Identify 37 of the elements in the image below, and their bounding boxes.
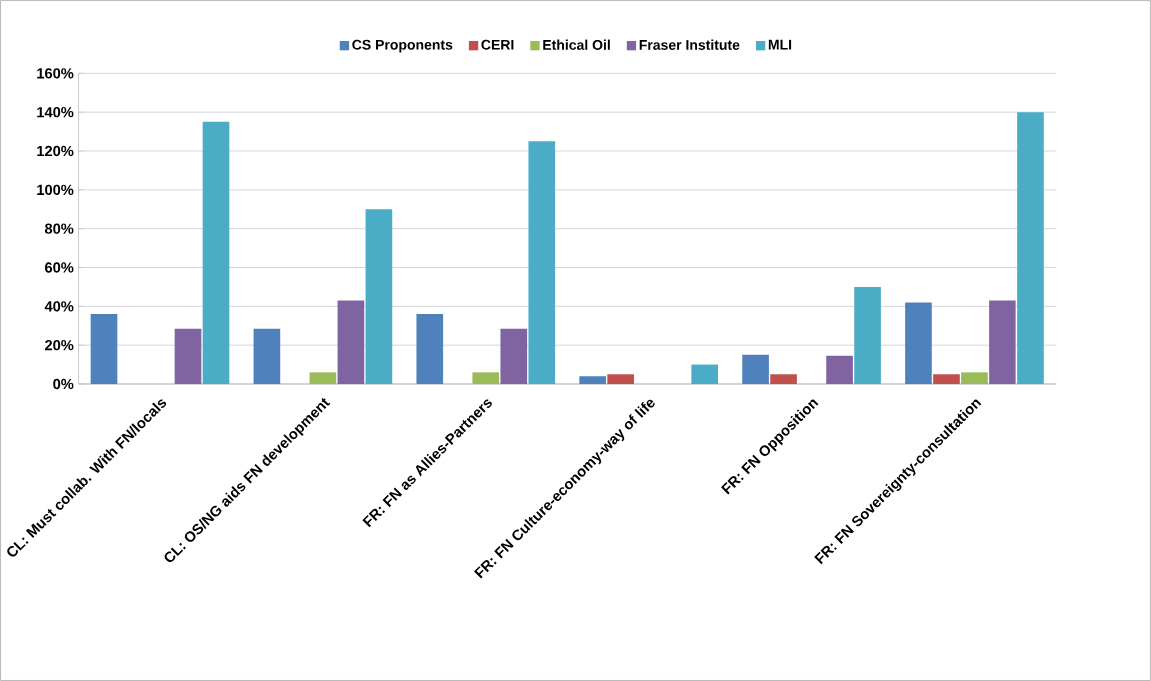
- legend-label: CS Proponents: [352, 39, 453, 53]
- bar: [174, 328, 202, 384]
- y-tick-label: 0%: [53, 378, 74, 390]
- bar: [1017, 112, 1044, 384]
- legend-label: Fraser Institute: [639, 39, 740, 50]
- bar: [472, 372, 500, 384]
- bar: [416, 314, 444, 384]
- bar: [500, 328, 528, 384]
- y-tick-label: 80%: [44, 223, 74, 234]
- bar: [770, 374, 797, 384]
- bar: [742, 354, 769, 384]
- bar: [202, 121, 230, 384]
- bar: [337, 300, 365, 384]
- y-tick-label: 140%: [37, 106, 74, 118]
- y-tick-label: 100%: [37, 184, 74, 196]
- y-tick-label: 120%: [37, 145, 74, 157]
- bar: [933, 374, 960, 384]
- bar: [365, 209, 393, 384]
- bar: [309, 372, 337, 384]
- legend-label: Ethical Oil: [543, 39, 610, 50]
- bar: [989, 300, 1016, 384]
- bar: [253, 328, 281, 384]
- bar: [90, 314, 118, 384]
- legend-label: MLI: [768, 39, 792, 50]
- y-tick-label: 60%: [45, 262, 74, 273]
- bar: [854, 286, 881, 384]
- bar: [579, 376, 607, 384]
- y-tick-label: 20%: [44, 339, 74, 351]
- bar: [826, 355, 853, 384]
- bar: [905, 302, 932, 384]
- bar: [528, 141, 556, 384]
- y-tick-label: 160%: [37, 68, 74, 79]
- bar: [961, 372, 988, 384]
- legend-label: CERI: [481, 39, 514, 50]
- bar: [691, 364, 719, 384]
- bar: [607, 374, 635, 384]
- y-tick-label: 40%: [44, 301, 74, 312]
